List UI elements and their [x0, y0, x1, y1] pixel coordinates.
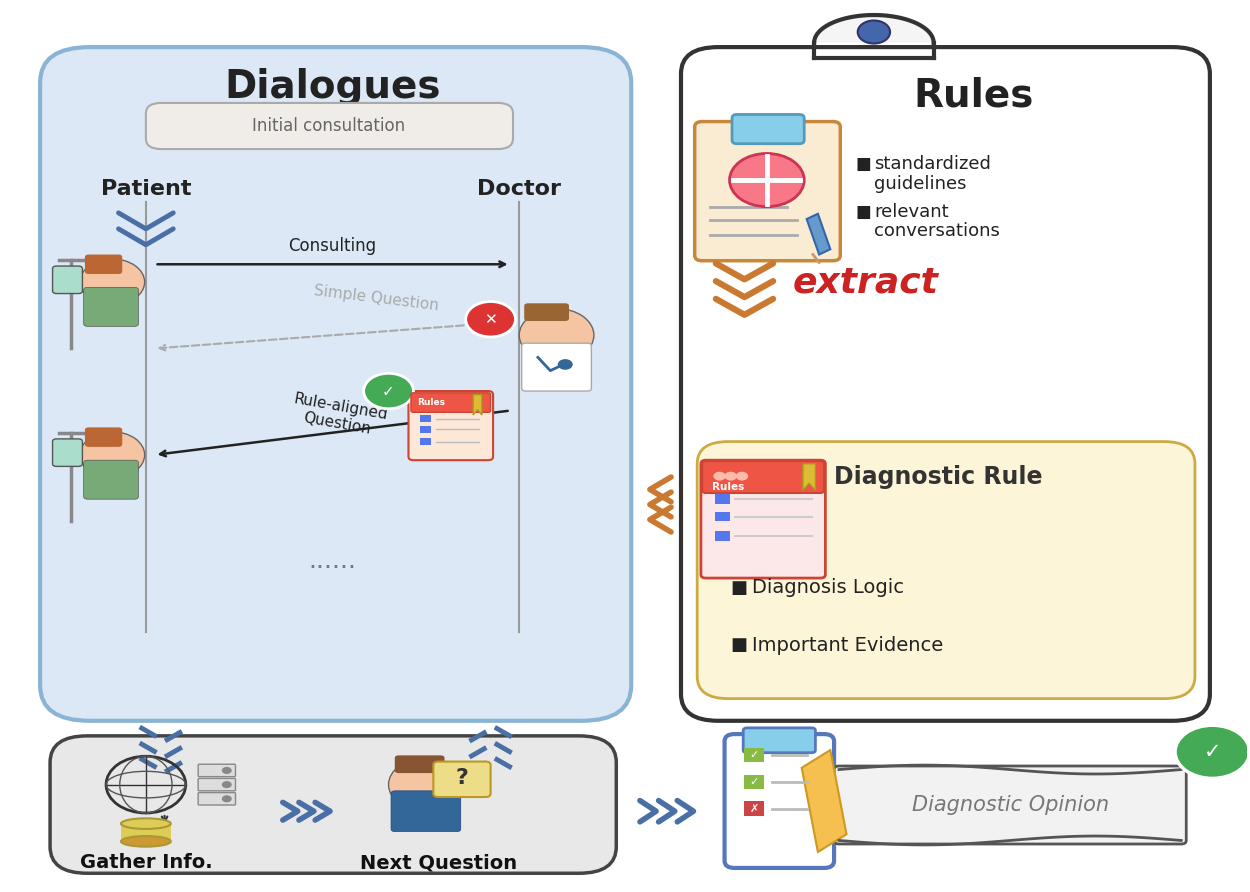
Polygon shape	[801, 750, 846, 852]
Text: ■: ■	[855, 155, 871, 173]
FancyBboxPatch shape	[199, 779, 235, 791]
Polygon shape	[802, 464, 815, 491]
Circle shape	[558, 359, 572, 370]
FancyBboxPatch shape	[85, 254, 122, 274]
Text: conversations: conversations	[874, 222, 1000, 241]
FancyBboxPatch shape	[84, 287, 139, 326]
FancyBboxPatch shape	[146, 103, 512, 149]
Circle shape	[466, 301, 515, 337]
Bar	[121, 822, 171, 841]
FancyBboxPatch shape	[834, 766, 1186, 844]
Text: ?: ?	[455, 768, 469, 789]
Circle shape	[221, 796, 231, 802]
Circle shape	[519, 309, 594, 362]
FancyBboxPatch shape	[84, 460, 139, 500]
FancyBboxPatch shape	[40, 47, 631, 721]
Bar	[745, 748, 765, 763]
Circle shape	[221, 781, 231, 789]
Bar	[745, 775, 765, 789]
FancyBboxPatch shape	[50, 736, 616, 873]
Bar	[420, 415, 431, 422]
Text: Diagnostic Rule: Diagnostic Rule	[834, 465, 1042, 489]
Text: Diagnostic Opinion: Diagnostic Opinion	[911, 795, 1109, 815]
FancyBboxPatch shape	[695, 121, 840, 260]
Text: ✓: ✓	[750, 750, 759, 760]
Text: Next Question: Next Question	[360, 853, 518, 872]
Circle shape	[725, 472, 738, 481]
Polygon shape	[814, 15, 934, 43]
FancyBboxPatch shape	[521, 343, 591, 391]
Text: Dialogues: Dialogues	[224, 68, 441, 106]
Text: relevant: relevant	[874, 203, 949, 221]
FancyBboxPatch shape	[725, 734, 834, 868]
Text: ■: ■	[731, 579, 748, 597]
Text: Consulting: Consulting	[289, 236, 376, 254]
Circle shape	[714, 472, 726, 481]
Circle shape	[221, 767, 231, 774]
FancyBboxPatch shape	[409, 391, 492, 460]
Circle shape	[858, 21, 890, 44]
FancyBboxPatch shape	[391, 791, 461, 831]
Text: ......: ......	[309, 549, 356, 574]
FancyBboxPatch shape	[85, 427, 122, 447]
Bar	[420, 438, 431, 445]
Text: Patient: Patient	[101, 179, 191, 199]
Text: ✕: ✕	[484, 311, 498, 326]
Text: Important Evidence: Important Evidence	[752, 636, 944, 655]
Bar	[420, 425, 431, 433]
Polygon shape	[806, 214, 830, 254]
Text: Simple Question: Simple Question	[312, 283, 439, 313]
Text: ✓: ✓	[382, 384, 395, 399]
Bar	[715, 512, 730, 521]
Circle shape	[389, 758, 464, 811]
Text: guidelines: guidelines	[874, 175, 966, 193]
Circle shape	[364, 374, 414, 409]
Circle shape	[80, 259, 145, 305]
Bar	[745, 802, 765, 815]
Text: ■: ■	[731, 637, 748, 655]
Ellipse shape	[121, 836, 171, 847]
FancyBboxPatch shape	[199, 764, 235, 777]
Text: Diagnosis Logic: Diagnosis Logic	[752, 578, 904, 598]
FancyBboxPatch shape	[732, 114, 804, 144]
Bar	[715, 531, 730, 541]
Circle shape	[730, 153, 804, 207]
FancyBboxPatch shape	[434, 762, 490, 797]
Text: Rules: Rules	[914, 77, 1034, 115]
Text: ✓: ✓	[1204, 742, 1221, 762]
FancyBboxPatch shape	[524, 303, 569, 321]
FancyBboxPatch shape	[52, 266, 82, 293]
Bar	[715, 494, 730, 504]
FancyBboxPatch shape	[681, 47, 1210, 721]
FancyBboxPatch shape	[744, 728, 815, 753]
Text: Rules: Rules	[418, 398, 445, 407]
FancyBboxPatch shape	[703, 461, 824, 493]
Text: Rule-aligned
Question: Rule-aligned Question	[289, 391, 389, 439]
FancyBboxPatch shape	[199, 793, 235, 805]
Text: Gather Info.: Gather Info.	[80, 853, 212, 872]
FancyBboxPatch shape	[395, 756, 445, 773]
Polygon shape	[474, 394, 482, 415]
Circle shape	[1175, 725, 1250, 779]
Text: ■: ■	[855, 203, 871, 221]
Circle shape	[736, 472, 749, 481]
Ellipse shape	[121, 818, 171, 829]
Text: Rules: Rules	[712, 482, 744, 491]
Text: extract: extract	[792, 265, 939, 299]
FancyBboxPatch shape	[701, 460, 825, 578]
Text: Doctor: Doctor	[478, 179, 561, 199]
FancyBboxPatch shape	[52, 439, 82, 467]
Circle shape	[80, 432, 145, 478]
Text: Initial consultation: Initial consultation	[253, 117, 405, 135]
FancyBboxPatch shape	[698, 442, 1195, 698]
Text: ✓: ✓	[750, 777, 759, 787]
Text: ✗: ✗	[750, 804, 759, 814]
FancyBboxPatch shape	[411, 392, 490, 412]
Text: standardized: standardized	[874, 155, 991, 173]
